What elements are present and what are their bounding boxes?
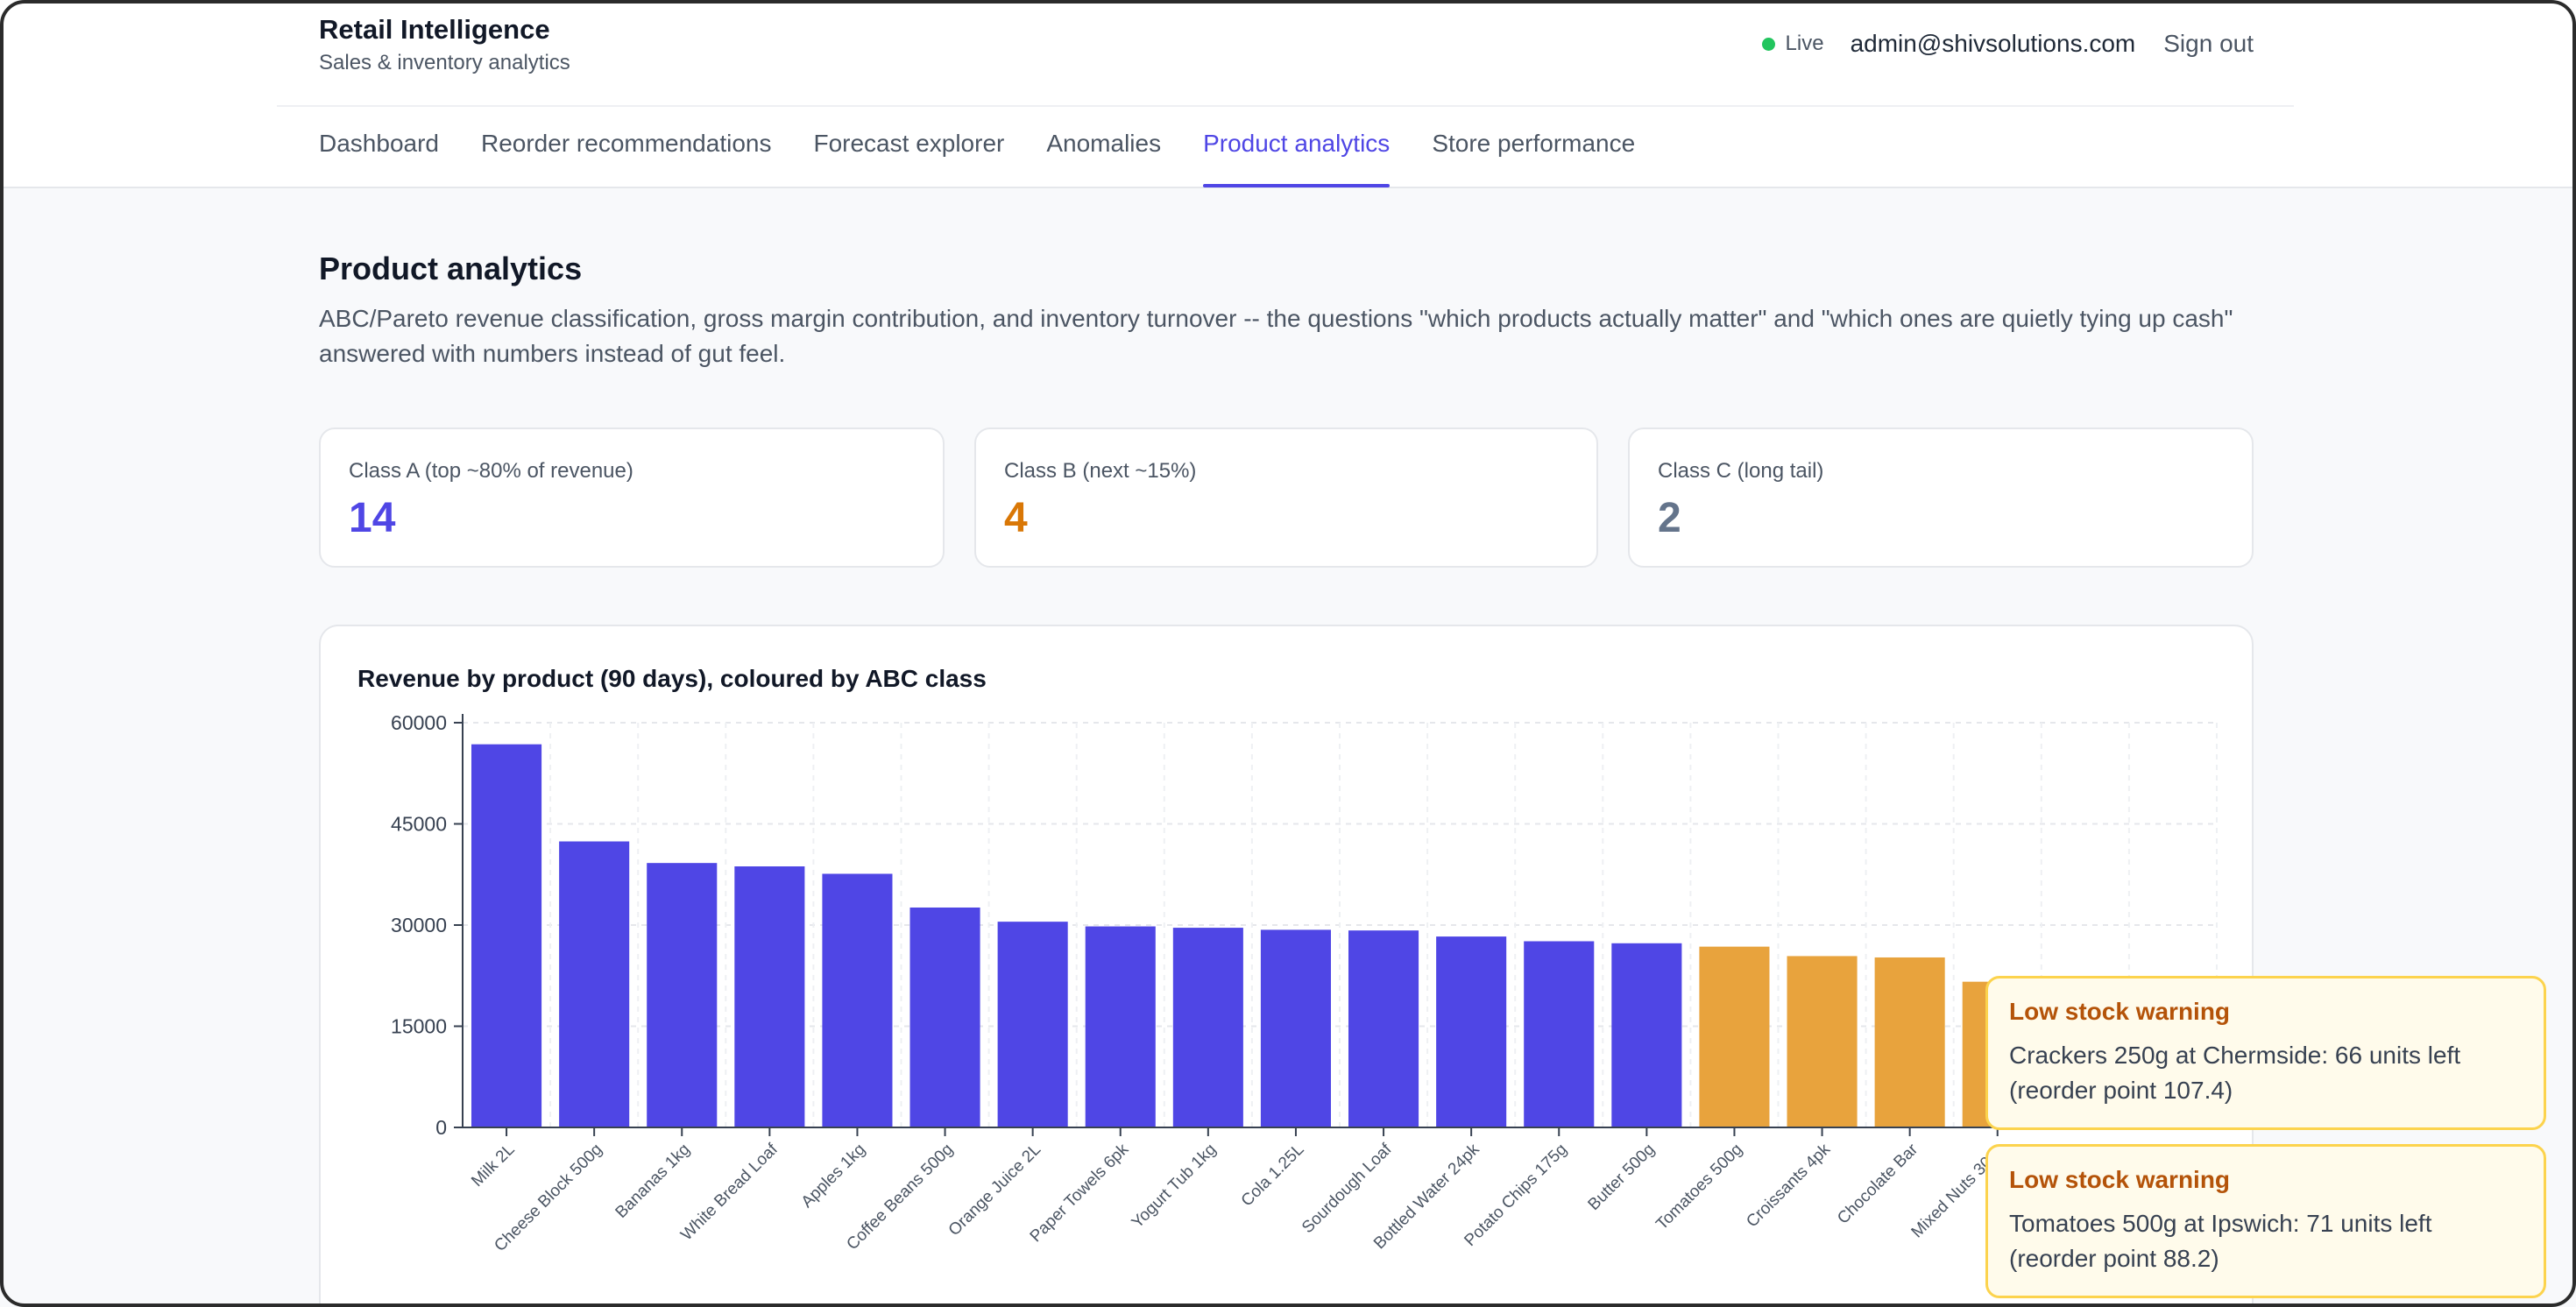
x-tick-label: Milk 2L bbox=[468, 1141, 518, 1190]
x-tick-label: Tomatoes 500g bbox=[1652, 1141, 1746, 1234]
tab-reorder-recommendations[interactable]: Reorder recommendations bbox=[480, 130, 772, 157]
x-tick-label: Butter 500g bbox=[1585, 1141, 1659, 1214]
stat-label-class-b: Class B (next ~15%) bbox=[1004, 459, 1197, 483]
user-email: admin@shivsolutions.com bbox=[1850, 30, 2136, 57]
stat-value-class-c: 2 bbox=[1658, 495, 1681, 541]
x-tick-label: White Bread Loaf bbox=[677, 1140, 782, 1244]
stat-label-class-a: Class A (top ~80% of revenue) bbox=[349, 459, 633, 483]
y-tick-label: 30000 bbox=[391, 914, 447, 936]
chart-bar bbox=[471, 744, 542, 1127]
tab-dashboard[interactable]: Dashboard bbox=[319, 130, 439, 157]
x-tick-label: Chocolate Bar bbox=[1834, 1140, 1921, 1227]
chart-bar bbox=[1524, 941, 1595, 1127]
chart-bar bbox=[1699, 946, 1770, 1127]
chart-bar bbox=[1611, 943, 1682, 1127]
tab-forecast-explorer[interactable]: Forecast explorer bbox=[813, 130, 1005, 157]
x-tick-label: Apples 1kg bbox=[798, 1141, 869, 1212]
page-title: Product analytics bbox=[319, 251, 583, 286]
toast-title: Low stock warning bbox=[2009, 998, 2231, 1025]
tab-store-performance[interactable]: Store performance bbox=[1432, 130, 1636, 157]
chart-title: Revenue by product (90 days), coloured b… bbox=[357, 665, 987, 692]
tab-anomalies[interactable]: Anomalies bbox=[1046, 130, 1162, 157]
y-tick-label: 45000 bbox=[391, 813, 447, 836]
low-stock-toast[interactable]: Low stock warning Crackers 250g at Cherm… bbox=[1985, 976, 2546, 1130]
stat-card-class-b: Class B (next ~15%) 4 bbox=[974, 427, 1598, 568]
live-status-dot-icon bbox=[1761, 37, 1775, 51]
x-tick-label: Yogurt Tub 1kg bbox=[1129, 1141, 1221, 1233]
header-divider bbox=[277, 105, 2294, 107]
chart-bar bbox=[647, 863, 718, 1127]
brand-title: Retail Intelligence bbox=[319, 14, 550, 45]
stat-value-class-b: 4 bbox=[1004, 495, 1028, 541]
stat-label-class-c: Class C (long tail) bbox=[1658, 459, 1824, 483]
sign-out-button[interactable]: Sign out bbox=[2163, 30, 2254, 57]
live-status-label: Live bbox=[1785, 32, 1824, 55]
chart-bar bbox=[734, 866, 805, 1127]
chart-bar bbox=[1436, 936, 1507, 1127]
toast-body: Tomatoes 500g at Ipswich: 71 units left … bbox=[2009, 1210, 2432, 1272]
revenue-chart-card: Revenue by product (90 days), coloured b… bbox=[319, 625, 2254, 1307]
page-description: ABC/Pareto revenue classification, gross… bbox=[319, 305, 2233, 367]
brand-subtitle: Sales & inventory analytics bbox=[319, 51, 570, 74]
top-header: Retail Intelligence Sales & inventory an… bbox=[0, 0, 2576, 188]
chart-bar bbox=[1348, 930, 1419, 1127]
y-tick-label: 60000 bbox=[391, 711, 447, 734]
chart-bar bbox=[1874, 957, 1945, 1127]
chart-bar bbox=[1085, 926, 1156, 1127]
x-tick-label: Croissants 4pk bbox=[1743, 1140, 1834, 1231]
x-tick-label: Orange Juice 2L bbox=[945, 1141, 1044, 1240]
toast-title: Low stock warning bbox=[2009, 1166, 2231, 1193]
x-tick-label: Bananas 1kg bbox=[612, 1141, 694, 1222]
x-tick-label: Cola 1.25L bbox=[1238, 1141, 1308, 1211]
tab-product-analytics[interactable]: Product analytics bbox=[1203, 107, 1391, 187]
chart-bar bbox=[1260, 929, 1331, 1127]
chart-bar bbox=[822, 873, 893, 1127]
x-tick-label: Sourdough Loaf bbox=[1299, 1140, 1396, 1237]
chart-bar bbox=[1172, 928, 1243, 1127]
chart-bar bbox=[997, 922, 1068, 1127]
y-tick-label: 15000 bbox=[391, 1015, 447, 1038]
low-stock-toast[interactable]: Low stock warning Tomatoes 500g at Ipswi… bbox=[1985, 1144, 2546, 1298]
chart-bar bbox=[1787, 956, 1858, 1127]
header-right: Live admin@shivsolutions.com Sign out bbox=[1761, 26, 2254, 61]
stat-card-class-c: Class C (long tail) 2 bbox=[1628, 427, 2254, 568]
chart-bar bbox=[909, 907, 980, 1127]
stat-value-class-a: 14 bbox=[349, 495, 396, 541]
stat-card-class-a: Class A (top ~80% of revenue) 14 bbox=[319, 427, 945, 568]
main-nav: Dashboard Reorder recommendations Foreca… bbox=[319, 107, 1677, 187]
y-tick-label: 0 bbox=[435, 1116, 447, 1139]
chart-bar bbox=[559, 841, 630, 1127]
x-tick-label: Paper Towels 6pk bbox=[1027, 1140, 1133, 1246]
toast-body: Crackers 250g at Chermside: 66 units lef… bbox=[2009, 1042, 2461, 1104]
